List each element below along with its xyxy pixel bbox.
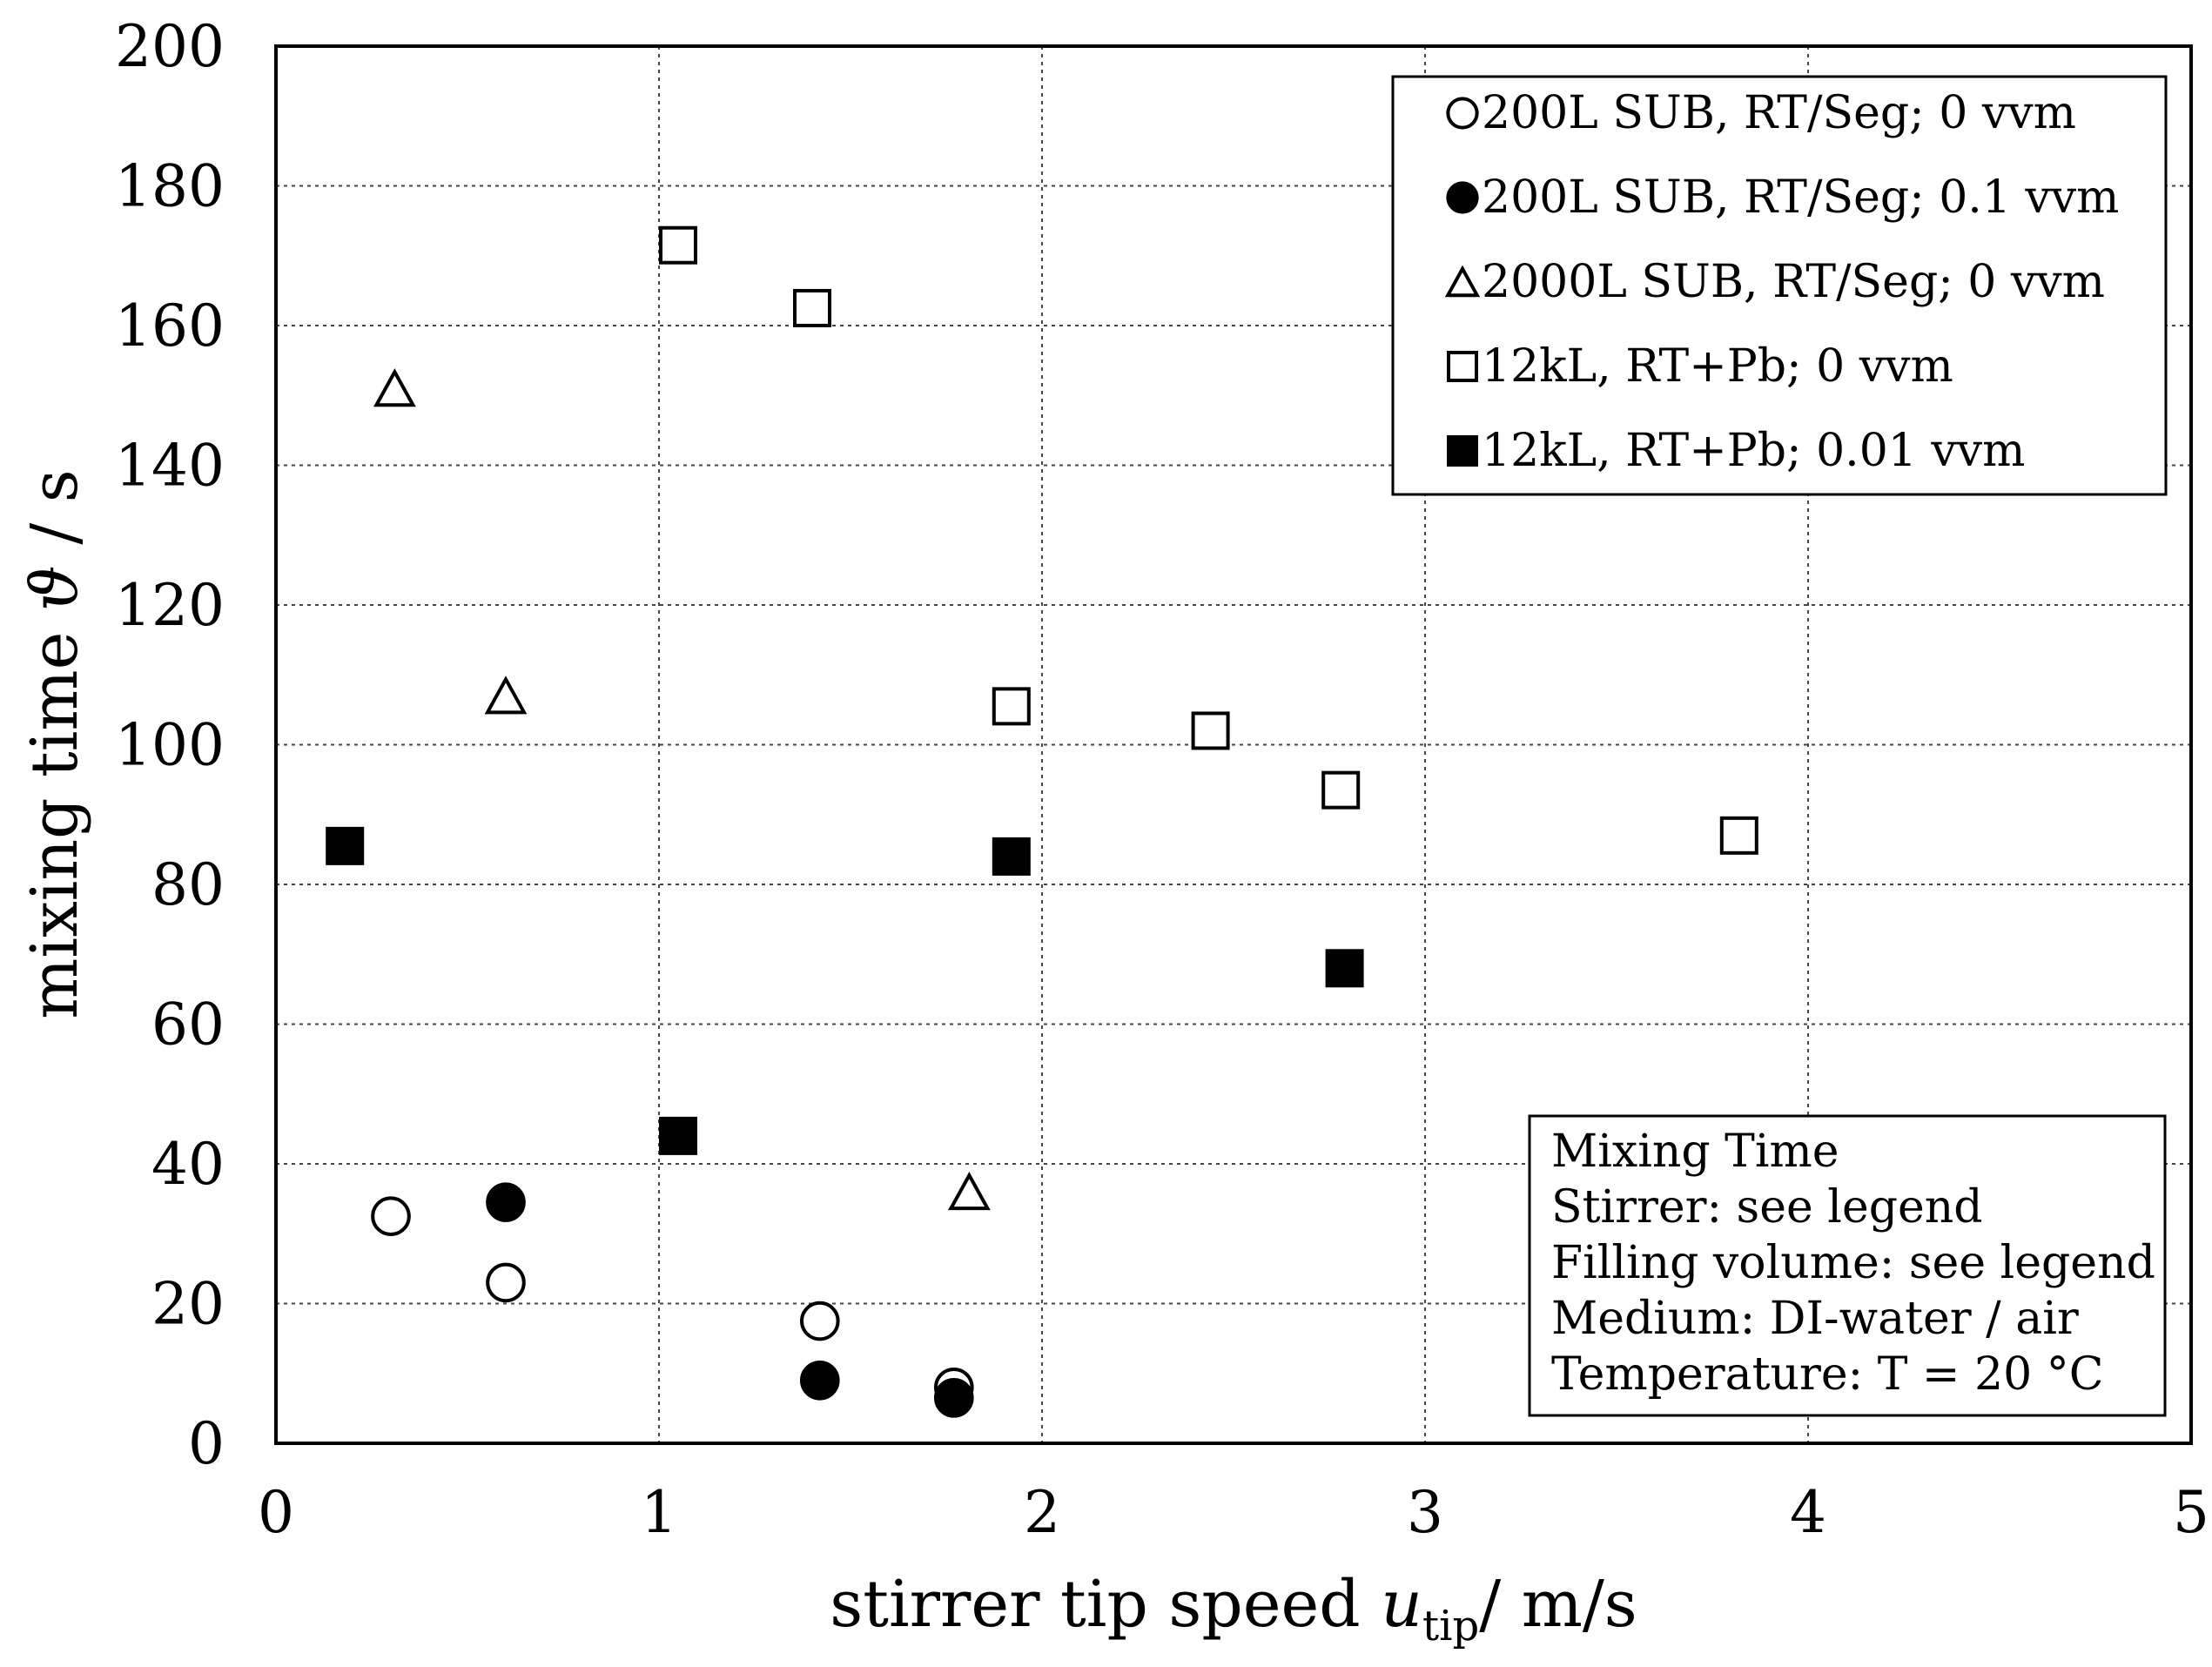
legend-items: 200L SUB, RT/Seg; 0 vvm 200L SUB, RT/Seg;…	[1444, 87, 2120, 477]
y-axis-title: mixing time ϑ / s	[17, 469, 92, 1019]
data-point-series-3	[373, 368, 416, 407]
annotation-line: Medium: DI-water / air	[1551, 1293, 2079, 1345]
data-point-series-1	[371, 1196, 411, 1236]
annotation-line: Filling volume: see legend	[1551, 1237, 2155, 1289]
y-tick-label: 160	[115, 292, 225, 360]
x-tick-label: 1	[641, 1479, 677, 1546]
annotation-line: Stirrer: see legend	[1551, 1181, 1983, 1233]
legend-marker-4	[1447, 351, 1478, 382]
legend: 200L SUB, RT/Seg; 0 vvm 200L SUB, RT/Seg;…	[1391, 75, 2168, 496]
legend-box	[1391, 75, 2168, 496]
y-tick-label: 40	[151, 1131, 225, 1198]
data-point-series-5	[1325, 949, 1364, 988]
x-axis-title-main: stirrer tip speed	[830, 1567, 1381, 1642]
data-point-series-5	[992, 837, 1031, 876]
annotation-line: Temperature: T = 20 °C	[1551, 1348, 2104, 1401]
legend-label-3: 2000L SUB, RT/Seg; 0 vvm	[1482, 256, 2105, 308]
legend-marker-5	[1447, 435, 1478, 467]
legend-label-4: 12kL, RT+Pb; 0 vvm	[1482, 340, 1953, 393]
x-axis-title: stirrer tip speed utip/ m/s	[830, 1567, 1637, 1650]
y-tick-label: 60	[151, 991, 225, 1059]
data-point-series-2	[486, 1182, 526, 1222]
data-point-series-5	[659, 1116, 697, 1155]
y-axis-title-main: mixing time	[17, 611, 92, 1019]
grid	[276, 46, 2191, 1443]
x-axis-title-unit: / m/s	[1479, 1567, 1637, 1642]
data-point-series-1	[800, 1301, 840, 1341]
data-point-series-5	[326, 826, 365, 865]
legend-marker-3	[1444, 265, 1481, 298]
y-tick-label: 120	[115, 572, 225, 639]
annotation-frame	[1528, 1114, 2167, 1417]
y-tick-label: 80	[151, 851, 225, 918]
x-axis-title-var: u	[1381, 1567, 1422, 1642]
legend-label-1: 200L SUB, RT/Seg; 0 vvm	[1482, 87, 2076, 139]
y-tick-label: 180	[115, 153, 225, 220]
x-tick-label: 3	[1407, 1479, 1443, 1546]
legend-marker-2	[1446, 181, 1479, 214]
data-point-series-4	[1719, 816, 1758, 855]
x-tick-label: 2	[1024, 1479, 1060, 1546]
data-points	[326, 225, 1758, 1418]
data-point-series-4	[659, 225, 697, 265]
x-tick-label: 0	[258, 1479, 294, 1546]
y-tick-label: 200	[115, 13, 225, 80]
legend-label-5: 12kL, RT+Pb; 0.01 vvm	[1482, 425, 2025, 477]
data-point-series-2	[934, 1378, 974, 1418]
x-axis-tick-labels: 0 1 2 3 4 5	[258, 1479, 2209, 1546]
data-point-series-3	[948, 1171, 991, 1211]
y-tick-label: 100	[115, 712, 225, 779]
y-axis-title-symbol: ϑ	[17, 565, 92, 611]
y-axis-tick-labels: 0 20 40 60 80 100 120 140 160 180 200	[115, 13, 225, 1477]
data-point-series-4	[992, 687, 1031, 726]
y-tick-label: 20	[151, 1271, 225, 1338]
x-tick-label: 4	[1790, 1479, 1826, 1546]
x-tick-label: 5	[2173, 1479, 2209, 1546]
y-tick-label: 0	[188, 1410, 225, 1477]
data-point-series-4	[1321, 770, 1361, 810]
data-point-series-4	[793, 288, 831, 327]
legend-label-2: 200L SUB, RT/Seg; 0.1 vvm	[1482, 171, 2120, 224]
data-point-series-4	[1191, 711, 1230, 750]
data-point-series-2	[800, 1360, 840, 1401]
data-point-series-1	[486, 1262, 526, 1303]
y-tick-label: 140	[115, 433, 225, 500]
data-point-series-3	[484, 676, 528, 715]
x-axis-title-sub: tip	[1422, 1602, 1479, 1650]
annotation-line: Mixing Time	[1551, 1126, 1839, 1178]
plot-area-frame	[274, 44, 2193, 1445]
legend-marker-1	[1446, 97, 1479, 130]
y-axis-title-unit: / s	[17, 469, 92, 565]
